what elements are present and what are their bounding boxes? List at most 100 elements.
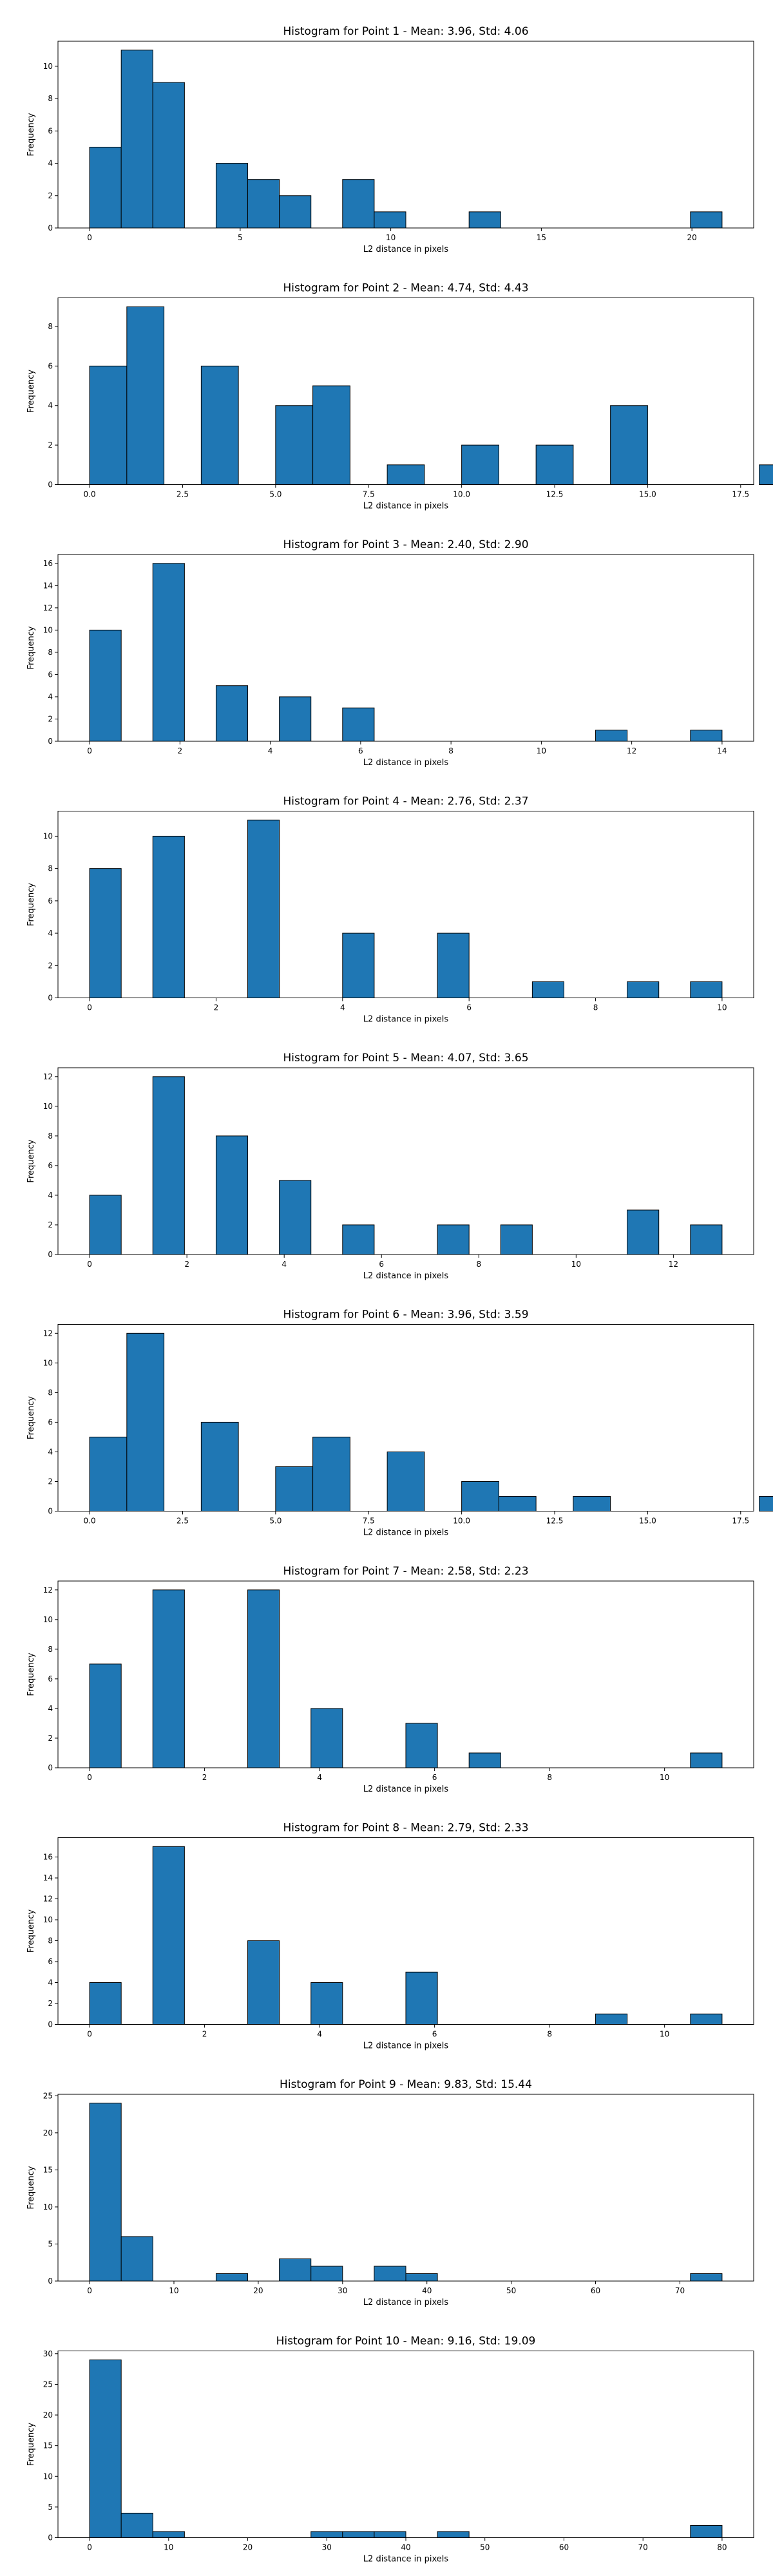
histogram-bar — [279, 195, 312, 229]
histogram-bar — [535, 444, 574, 485]
plot-frame — [57, 811, 754, 998]
x-tick-label: 5.0 — [269, 1517, 282, 1526]
y-tick-label: 8 — [48, 648, 53, 657]
x-tick-label: 8 — [448, 746, 453, 755]
y-tick-label: 8 — [48, 1132, 53, 1141]
histogram-bar — [468, 1752, 501, 1768]
x-tick-label: 40 — [401, 2543, 410, 2552]
histogram-panel-5: Histogram for Point 5 - Mean: 4.07, Std:… — [26, 1052, 754, 1281]
x-tick-label: 50 — [480, 2543, 490, 2552]
histogram-bar — [690, 730, 723, 742]
x-tick-label: 10 — [660, 1773, 669, 1782]
x-tick-label: 70 — [638, 2543, 648, 2552]
x-tick-label: 30 — [338, 2286, 347, 2295]
x-tick-label: 2 — [202, 1773, 207, 1782]
y-tick-label: 0 — [48, 2020, 53, 2029]
x-tick-label: 6 — [432, 2030, 437, 2039]
histogram-bar — [152, 82, 185, 229]
histogram-bar — [405, 1723, 438, 1768]
histogram-bar — [595, 730, 628, 742]
histogram-bar — [531, 981, 564, 998]
histogram-panel-6: Histogram for Point 6 - Mean: 3.96, Std:… — [26, 1309, 773, 1538]
y-tick-label: 4 — [48, 692, 53, 701]
y-tick-label: 8 — [48, 322, 53, 331]
y-tick-label: 12 — [43, 1895, 53, 1904]
histogram-bar — [595, 2013, 628, 2025]
x-tick-label: 4 — [317, 1773, 322, 1782]
y-tick-label: 8 — [48, 864, 53, 873]
x-tick-label: 10 — [660, 2030, 669, 2039]
histogram-bar — [437, 933, 470, 999]
histogram-bar — [690, 2273, 723, 2282]
x-axis-label: L2 distance in pixels — [363, 758, 449, 768]
x-tick-label: 0 — [87, 1773, 92, 1782]
histogram-bar — [215, 1135, 249, 1255]
y-tick-label: 0 — [48, 1763, 53, 1772]
histogram-bar — [386, 1451, 425, 1512]
x-tick-label: 2 — [184, 1260, 189, 1269]
y-tick-label: 6 — [48, 1417, 53, 1426]
y-tick-label: 4 — [48, 1978, 53, 1987]
histogram-bar — [500, 1224, 533, 1255]
y-tick-label: 10 — [43, 1358, 53, 1367]
y-tick-label: 12 — [43, 1329, 53, 1338]
histogram-bar — [310, 1982, 343, 2025]
histogram-panel-9: Histogram for Point 9 - Mean: 9.83, Std:… — [26, 2078, 754, 2307]
y-tick-label: 4 — [48, 929, 53, 938]
plot-frame — [57, 298, 754, 485]
y-axis-label: Frequency — [26, 113, 36, 156]
histogram-bar — [342, 2531, 375, 2538]
chart-title: Histogram for Point 10 - Mean: 9.16, Std… — [276, 2335, 536, 2348]
x-tick-label: 20 — [243, 2543, 253, 2552]
y-tick-label: 6 — [48, 1674, 53, 1683]
plot-frame — [57, 41, 754, 229]
histogram-bar — [374, 211, 406, 229]
y-tick-label: 5 — [48, 2503, 53, 2512]
x-tick-label: 30 — [322, 2543, 332, 2552]
x-tick-label: 2 — [202, 2030, 207, 2039]
x-tick-label: 2 — [214, 1003, 219, 1012]
y-tick-label: 20 — [43, 2128, 53, 2137]
y-axis-label: Frequency — [26, 626, 36, 669]
y-tick-label: 10 — [43, 831, 53, 840]
x-tick-label: 10 — [537, 746, 546, 755]
histogram-bar — [627, 981, 660, 998]
x-tick-label: 4 — [317, 2030, 322, 2039]
x-axis-label: L2 distance in pixels — [363, 2298, 449, 2307]
y-tick-label: 2 — [48, 1734, 53, 1743]
histogram-bar — [279, 1180, 312, 1255]
y-tick-label: 2 — [48, 440, 53, 450]
x-tick-label: 8 — [547, 1773, 552, 1782]
x-tick-label: 8 — [593, 1003, 598, 1012]
chart-title: Histogram for Point 2 - Mean: 4.74, Std:… — [283, 282, 528, 295]
histogram-bar — [498, 1495, 537, 1512]
x-tick-label: 4 — [268, 746, 273, 755]
histogram-bar — [573, 1495, 611, 1512]
y-tick-label: 2 — [48, 1999, 53, 2008]
x-tick-label: 0 — [87, 746, 92, 755]
histogram-bar — [247, 819, 280, 999]
x-tick-label: 12.5 — [546, 1517, 564, 1526]
histogram-bar — [215, 163, 249, 229]
y-tick-label: 14 — [43, 1873, 53, 1882]
histogram-panel-1: Histogram for Point 1 - Mean: 3.96, Std:… — [26, 25, 754, 254]
y-tick-label: 10 — [43, 2472, 53, 2481]
x-tick-label: 0 — [87, 2030, 92, 2039]
y-tick-label: 6 — [48, 1161, 53, 1170]
histogram-bar — [342, 1224, 375, 1255]
x-tick-label: 10 — [164, 2543, 173, 2552]
histogram-bar — [374, 2266, 406, 2282]
x-tick-label: 70 — [675, 2286, 685, 2295]
plot-frame — [57, 1837, 754, 2025]
x-axis-label: L2 distance in pixels — [363, 1271, 449, 1281]
y-axis-label: Frequency — [26, 883, 36, 926]
histogram-bar — [437, 1224, 470, 1255]
x-axis-label: L2 distance in pixels — [363, 245, 449, 254]
histogram-bar — [275, 1466, 314, 1512]
y-tick-label: 6 — [48, 670, 53, 679]
histogram-bar — [89, 2103, 122, 2282]
histogram-bar — [126, 306, 165, 485]
x-tick-label: 0 — [87, 1003, 92, 1012]
histogram-panel-3: Histogram for Point 3 - Mean: 2.40, Std:… — [26, 538, 754, 768]
x-axis-label: L2 distance in pixels — [363, 2555, 449, 2564]
